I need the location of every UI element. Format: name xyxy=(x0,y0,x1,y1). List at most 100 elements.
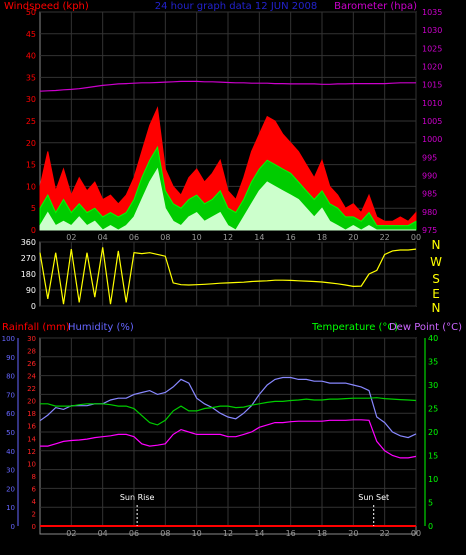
barometer-y-tick-10: 1025 xyxy=(422,44,442,53)
rain-y-tick-14: 28 xyxy=(27,348,36,356)
rain-y-tick-15: 30 xyxy=(27,335,36,343)
temperature-y-tick-6: 30 xyxy=(428,381,438,390)
direction-label-s: S xyxy=(432,272,440,286)
barometer-y-tick-9: 1020 xyxy=(422,63,442,72)
x-tick-label-wind-8: 18 xyxy=(317,233,327,242)
x-tick-label-climate-2: 06 xyxy=(129,529,139,538)
direction-y-tick-4: 360 xyxy=(21,238,36,247)
temperature-y-tick-1: 5 xyxy=(428,499,433,508)
x-tick-label-wind-3: 08 xyxy=(160,233,170,242)
x-tick-label-climate-1: 04 xyxy=(98,529,108,538)
temperature-y-tick-2: 10 xyxy=(428,475,438,484)
humidity-y-tick-1: 10 xyxy=(6,504,15,512)
barometer-axis-title: Barometer (hpa) xyxy=(334,1,417,12)
dewpoint-series xyxy=(40,419,417,459)
wind-y-tick-4: 20 xyxy=(26,139,36,148)
x-tick-label-wind-7: 16 xyxy=(286,233,296,242)
x-tick-label-climate-7: 16 xyxy=(286,529,296,538)
wind-y-tick-1: 5 xyxy=(31,204,36,213)
dewpoint-axis-title: Dew Point (°C) xyxy=(389,322,462,333)
x-tick-label-wind-6: 14 xyxy=(254,233,264,242)
humidity-y-tick-7: 70 xyxy=(6,391,15,399)
rain-y-tick-3: 6 xyxy=(32,485,37,493)
rain-y-tick-2: 4 xyxy=(32,498,37,506)
direction-label-w: W xyxy=(430,255,442,269)
rain-y-tick-0: 0 xyxy=(32,523,36,531)
rain-y-tick-7: 14 xyxy=(27,435,36,443)
x-tick-label-climate-10: 22 xyxy=(380,529,390,538)
x-tick-label-climate-0: 02 xyxy=(66,529,76,538)
x-tick-label-climate-11: 00 xyxy=(411,529,421,538)
barometer-series xyxy=(39,80,416,92)
x-tick-label-climate-8: 18 xyxy=(317,529,327,538)
barometer-y-tick-1: 980 xyxy=(422,208,437,217)
rain-y-tick-1: 2 xyxy=(32,510,36,518)
humidity-y-tick-10: 100 xyxy=(2,335,15,343)
wind-y-tick-10: 50 xyxy=(26,8,36,17)
direction-y-tick-2: 180 xyxy=(21,270,36,279)
humidity-y-tick-9: 90 xyxy=(6,354,15,362)
rain-y-tick-12: 24 xyxy=(27,373,36,381)
rain-y-tick-13: 26 xyxy=(27,360,36,368)
x-tick-label-wind-1: 04 xyxy=(98,233,108,242)
wind-y-tick-3: 15 xyxy=(26,161,36,170)
sun-rise-label: Sun Rise xyxy=(120,493,155,502)
chart-title: 24 hour graph data 12 JUN 2008 xyxy=(155,1,317,12)
barometer-y-tick-2: 985 xyxy=(422,190,437,199)
rain-y-tick-11: 22 xyxy=(27,385,36,393)
x-tick-label-wind-11: 00 xyxy=(411,233,421,242)
temperature-y-tick-4: 20 xyxy=(428,428,438,437)
humidity-y-tick-4: 40 xyxy=(6,448,15,456)
x-tick-label-wind-5: 12 xyxy=(223,233,233,242)
wind-series-lull xyxy=(39,167,416,231)
x-tick-label-climate-9: 20 xyxy=(348,529,358,538)
direction-y-tick-0: 0 xyxy=(31,302,36,311)
rain-y-tick-6: 12 xyxy=(27,448,36,456)
rain-y-tick-4: 8 xyxy=(32,473,36,481)
x-tick-label-wind-4: 10 xyxy=(192,233,202,242)
barometer-y-tick-11: 1030 xyxy=(422,26,442,35)
humidity-y-tick-3: 30 xyxy=(6,467,15,475)
sun-set-label: Sun Set xyxy=(358,493,389,502)
humidity-y-tick-5: 50 xyxy=(6,429,15,437)
x-tick-label-climate-6: 14 xyxy=(254,529,264,538)
wind-y-tick-0: 0 xyxy=(31,226,36,235)
rainfall-axis-title: Rainfall (mm) xyxy=(2,322,70,333)
wind-y-tick-7: 35 xyxy=(26,73,36,82)
temperature-y-tick-8: 40 xyxy=(428,334,438,343)
rain-y-tick-5: 10 xyxy=(27,460,36,468)
x-tick-label-climate-4: 10 xyxy=(192,529,202,538)
wind-direction-series xyxy=(39,247,417,305)
climate-panel: 0102030405060708090100024681012141618202… xyxy=(2,334,439,538)
barometer-y-tick-6: 1005 xyxy=(422,117,442,126)
barometer-y-tick-7: 1010 xyxy=(422,99,442,108)
rain-y-tick-10: 20 xyxy=(27,398,36,406)
direction-y-tick-3: 270 xyxy=(21,254,36,263)
wind-y-tick-9: 45 xyxy=(26,30,36,39)
temperature-y-tick-5: 25 xyxy=(428,405,438,414)
barometer-y-tick-5: 1000 xyxy=(422,135,442,144)
x-tick-label-wind-2: 06 xyxy=(129,233,139,242)
barometer-y-tick-12: 1035 xyxy=(422,8,442,17)
x-tick-label-wind-9: 20 xyxy=(348,233,358,242)
x-tick-label-wind-10: 22 xyxy=(380,233,390,242)
direction-label-n-top: N xyxy=(432,238,441,252)
x-tick-label-wind-0: 02 xyxy=(66,233,76,242)
direction-label-e: E xyxy=(432,287,440,301)
temperature-axis-title: Temperature (°C) xyxy=(311,322,398,333)
humidity-y-tick-8: 80 xyxy=(6,373,15,381)
direction-label-n-bottom: N xyxy=(432,301,441,315)
rain-y-tick-9: 18 xyxy=(27,410,36,418)
humidity-y-tick-0: 0 xyxy=(11,523,15,531)
temperature-y-tick-3: 15 xyxy=(428,452,438,461)
barometer-y-tick-8: 1015 xyxy=(422,81,442,90)
barometer-y-tick-0: 975 xyxy=(422,226,437,235)
temperature-y-tick-0: 0 xyxy=(428,522,433,531)
direction-panel: 0 90 180 270 360 xyxy=(21,238,417,311)
barometer-y-tick-3: 990 xyxy=(422,172,437,181)
temperature-y-tick-7: 35 xyxy=(428,358,438,367)
wind-panel: 0510152025303540455097598098599099510001… xyxy=(26,8,443,242)
humidity-axis-title: Humidity (%) xyxy=(68,322,134,333)
wind-y-tick-2: 10 xyxy=(26,182,36,191)
